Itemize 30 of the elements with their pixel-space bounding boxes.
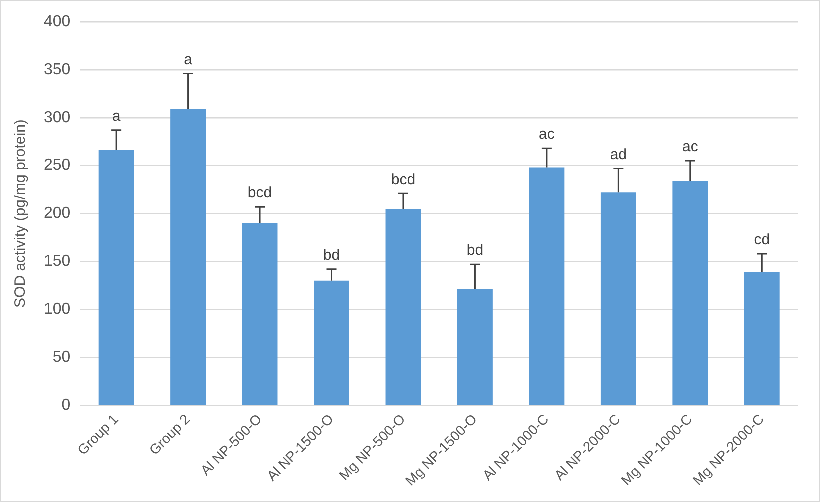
- annotation: bd: [466, 242, 484, 260]
- bar: [242, 223, 278, 405]
- y-tick-label: 200: [44, 205, 71, 222]
- y-tick-label: 150: [44, 253, 71, 270]
- y-axis-title: SOD activity (pg/mg protein): [12, 120, 30, 308]
- bar: [386, 208, 422, 405]
- bar: [744, 272, 780, 405]
- y-tick-label: 400: [44, 13, 71, 30]
- y-tick-label: 300: [44, 109, 71, 126]
- annotation: ac: [539, 126, 556, 144]
- y-tick-label: 250: [44, 157, 71, 174]
- bar: [600, 192, 636, 405]
- y-tick-label: 350: [44, 61, 71, 78]
- annotation: bcd: [248, 184, 272, 202]
- bar: [314, 280, 350, 405]
- bar: [529, 168, 565, 405]
- annotation: bcd: [391, 171, 416, 188]
- bar: [98, 150, 134, 405]
- annotation: bd: [323, 247, 340, 264]
- y-tick-label: 50: [52, 349, 71, 366]
- bar: [672, 181, 708, 405]
- annotation: ad: [610, 146, 628, 164]
- y-tick-label: 0: [62, 396, 71, 414]
- annotation: ac: [682, 138, 699, 156]
- annotation: cd: [754, 232, 770, 249]
- y-tick-label: 100: [44, 301, 71, 318]
- annotation: a: [112, 108, 122, 125]
- bar: [457, 290, 493, 405]
- bar: [170, 109, 206, 405]
- annotation: a: [184, 51, 194, 68]
